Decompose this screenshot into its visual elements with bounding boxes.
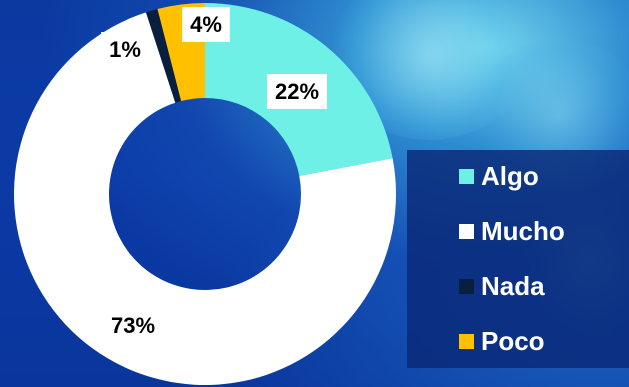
data-label-text: 73% — [111, 313, 155, 338]
legend-label: Poco — [481, 326, 545, 356]
chart-legend: Algo Mucho Nada Poco — [407, 150, 629, 368]
legend-item: Algo — [459, 161, 539, 191]
legend-item: Mucho — [459, 216, 565, 246]
legend-item: Poco — [459, 326, 545, 356]
legend-swatch-mucho — [459, 223, 474, 239]
data-label-algo: 22% — [266, 74, 328, 109]
donut-slice-mucho — [13, 12, 396, 385]
legend-label: Nada — [481, 271, 545, 301]
data-label-mucho: 73% — [102, 308, 164, 343]
legend-label: Mucho — [481, 216, 565, 246]
data-label-box — [182, 7, 230, 42]
data-label-poco: 4% — [182, 7, 230, 42]
data-label-box — [102, 308, 164, 343]
legend-swatch-nada — [459, 278, 474, 294]
legend-item: Nada — [459, 271, 545, 301]
data-label-text: 4% — [190, 12, 222, 37]
data-label-text: 1% — [109, 37, 141, 62]
legend-swatch-algo — [459, 168, 474, 184]
data-label-box — [101, 32, 149, 67]
data-label-box — [266, 74, 328, 109]
legend-label: Algo — [481, 161, 539, 191]
data-label-nada: 1% — [101, 32, 149, 67]
donut-slice-nada — [145, 9, 182, 103]
legend-swatch-poco — [459, 333, 474, 349]
data-label-text: 22% — [275, 79, 319, 104]
